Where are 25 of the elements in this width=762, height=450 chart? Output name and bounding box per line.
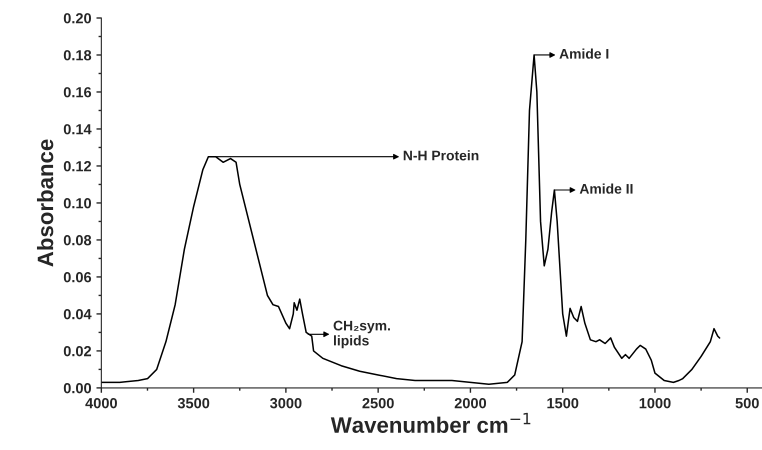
x-tick-label: 500 [736,398,759,408]
x-tick-label: 3500 [178,398,210,408]
y-tick-label: 0.08 [64,235,92,246]
y-tick-label: 0.04 [64,309,92,320]
x-tick-label: 2500 [362,398,394,408]
y-tick-label: 0.14 [64,124,92,134]
x-tick-label: 4000 [85,398,117,408]
y-tick-label: 0.20 [64,13,92,24]
annotation: Amide II [580,184,632,194]
y-tick-label: 0.12 [64,161,92,172]
y-tick-label: 0.06 [64,272,92,282]
y-tick-label: 0.10 [64,198,92,208]
y-tick-label: 0.18 [64,50,92,60]
annotation: Amide I [559,48,608,59]
x-axis-title: Wavenumber cm$^{−1}$ [330,412,530,433]
y-tick-label: 0.16 [64,87,92,98]
x-tick-label: 1500 [547,398,578,408]
x-tick-label: 3000 [270,398,302,408]
annotation: N-H Protein [404,150,478,160]
x-tick-label: 1000 [640,398,671,408]
annotation: CH₂sym. lipids [334,320,390,348]
y-axis-title: Absorbance [36,139,54,267]
y-tick-label: 0.02 [64,346,92,356]
x-tick-label: 2000 [454,398,486,408]
y-tick-label: 0.00 [64,383,92,394]
